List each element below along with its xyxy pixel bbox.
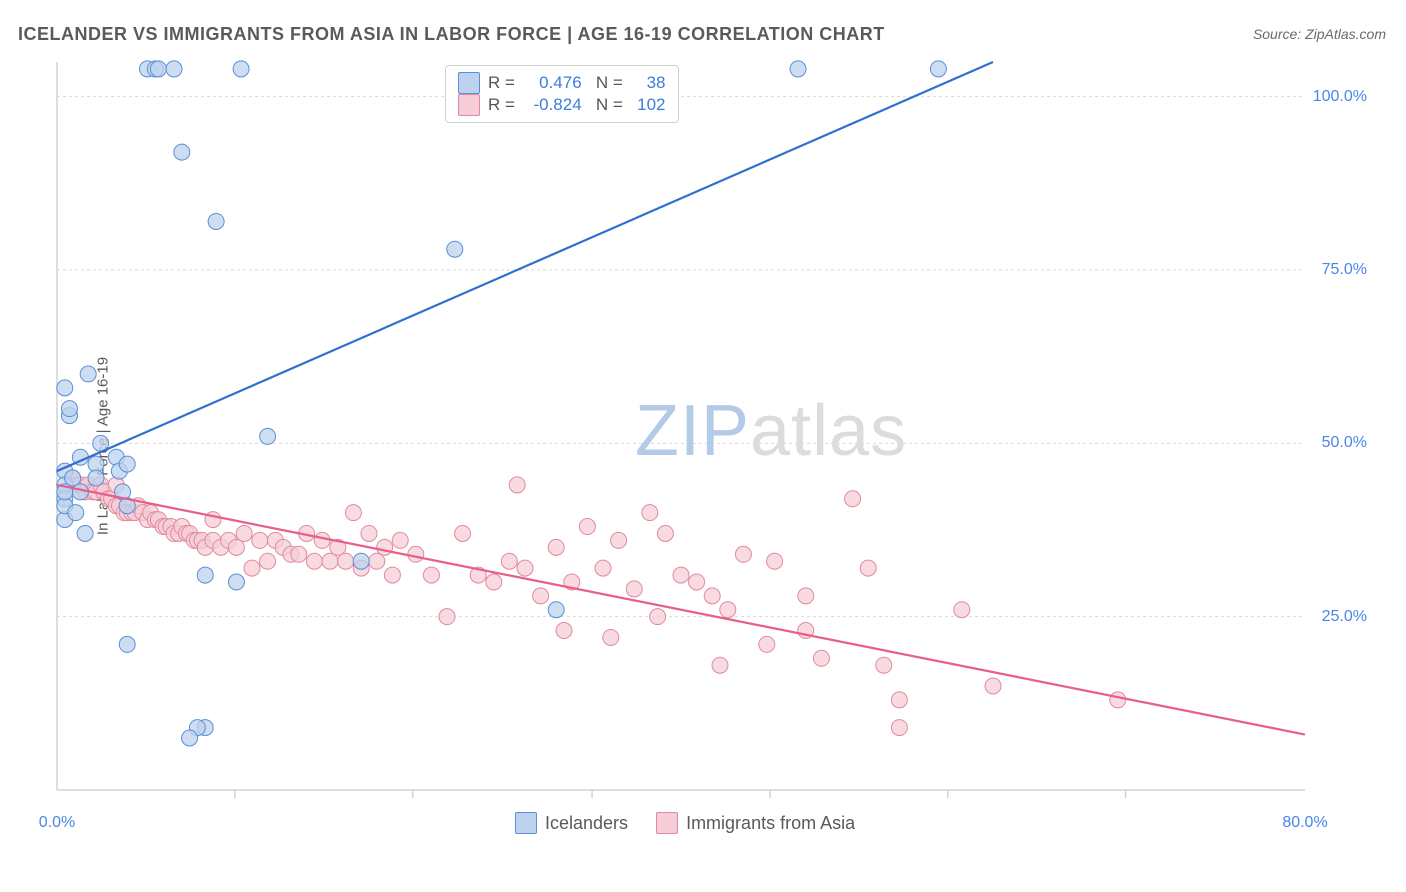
stats-legend: R = 0.476 N = 38R = -0.824 N = 102 [445, 65, 679, 123]
stats-text: R = 0.476 N = 38 [488, 73, 666, 93]
chart-plot-area: ZIPatlas R = 0.476 N = 38R = -0.824 N = … [55, 60, 1375, 830]
y-tick: 50.0% [1322, 434, 1367, 452]
legend-label: Immigrants from Asia [686, 813, 855, 834]
x-tick: 0.0% [39, 814, 75, 832]
legend-item: Icelanders [515, 812, 628, 834]
y-tick: 100.0% [1313, 88, 1367, 106]
legend-swatch [656, 812, 678, 834]
stats-text: R = -0.824 N = 102 [488, 95, 666, 115]
series-legend: Icelanders Immigrants from Asia [515, 812, 855, 834]
legend-swatch [458, 94, 480, 116]
x-tick: 80.0% [1282, 814, 1327, 832]
legend-item: Immigrants from Asia [656, 812, 855, 834]
chart-title: ICELANDER VS IMMIGRANTS FROM ASIA IN LAB… [18, 24, 885, 45]
legend-swatch [515, 812, 537, 834]
y-tick: 75.0% [1322, 261, 1367, 279]
y-tick: 25.0% [1322, 608, 1367, 626]
source-attribution: Source: ZipAtlas.com [1253, 26, 1386, 42]
scatter-chart [55, 60, 1375, 830]
legend-swatch [458, 72, 480, 94]
stats-legend-row: R = -0.824 N = 102 [458, 94, 666, 116]
stats-legend-row: R = 0.476 N = 38 [458, 72, 666, 94]
legend-label: Icelanders [545, 813, 628, 834]
